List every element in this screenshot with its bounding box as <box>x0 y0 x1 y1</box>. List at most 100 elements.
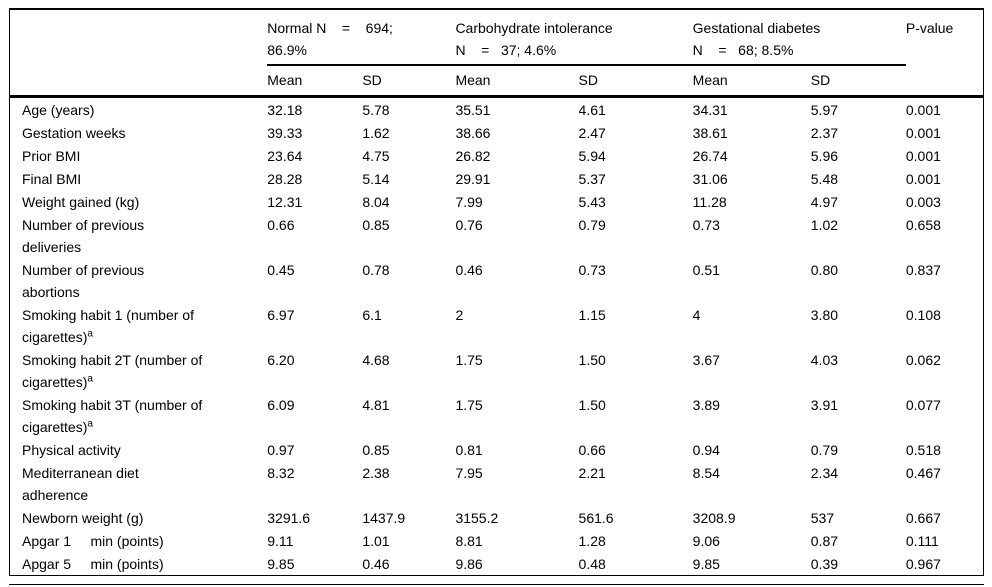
value-cell: 5.94 <box>578 148 606 164</box>
value-cell: 9.85 <box>692 556 720 572</box>
p-value-cell: 0.518 <box>905 442 941 458</box>
value-cell: 0.94 <box>692 442 720 458</box>
value-cell: 8.81 <box>455 533 483 549</box>
value-cell: 3155.2 <box>455 510 499 526</box>
value-cell: 31.06 <box>692 171 728 187</box>
value-cell: 4.61 <box>578 102 606 118</box>
value-cell: 38.61 <box>692 125 728 141</box>
group-header-row: Normal N = 694; 86.9% Carbohydrate intol… <box>10 10 983 98</box>
value-cell: 6.09 <box>267 397 295 413</box>
value-cell: 5.43 <box>578 194 606 210</box>
value-cell: 5.14 <box>362 171 390 187</box>
value-cell: 1.62 <box>362 125 390 141</box>
value-cell: 9.06 <box>692 533 720 549</box>
row-label: Mediterranean diet adherence <box>22 465 139 503</box>
p-value-cell: 0.658 <box>905 217 941 233</box>
value-cell: 4.97 <box>810 194 839 210</box>
table-row: Smoking habit 1 (number of cigarettes)a 6… <box>10 303 983 348</box>
value-cell: 32.18 <box>267 102 303 118</box>
table-row: Physical activity 0.97 0.85 0.81 0.66 0.94 0.7… <box>10 438 983 461</box>
table-row: Apgar 5 min (points) 9.85 0.46 9.86 0.48 9.85… <box>10 552 983 575</box>
p-value-cell: 0.001 <box>905 102 941 118</box>
value-cell: 9.11 <box>267 533 294 549</box>
table-row: Weight gained (kg) 12.31 8.04 7.99 5.43 11.28… <box>10 190 983 213</box>
value-cell: 5.96 <box>810 148 839 164</box>
row-label: Physical activity <box>22 442 121 458</box>
table-row: Final BMI 28.28 5.14 29.91 5.37 31.06 5.48 0.00… <box>10 167 983 190</box>
value-cell: 6.1 <box>362 307 382 323</box>
table-body: Age (years) 32.18 5.78 35.51 4.61 34.31 5.97 0.… <box>10 97 983 576</box>
row-label: Prior BMI <box>22 148 81 164</box>
row-label: Weight gained (kg) <box>22 194 140 210</box>
value-cell: 3291.6 <box>267 510 311 526</box>
value-cell: 34.31 <box>692 102 728 118</box>
value-cell: 0.79 <box>810 442 839 458</box>
p-value-cell: 0.003 <box>905 194 941 210</box>
value-cell: 3.89 <box>692 397 720 413</box>
value-cell: 0.39 <box>810 556 839 572</box>
value-cell: 3.80 <box>810 307 839 323</box>
value-cell: 4.75 <box>362 148 390 164</box>
value-cell: 4.68 <box>362 352 390 368</box>
row-label: Final BMI <box>22 171 82 187</box>
value-cell: 4.81 <box>362 397 390 413</box>
value-cell: 5.97 <box>810 102 839 118</box>
value-cell: 0.85 <box>362 442 390 458</box>
table-row: Apgar 1 min (points) 9.11 1.01 8.81 1.28 9.06… <box>10 529 983 552</box>
row-label: Number of previous deliveries <box>22 217 145 255</box>
table-row: Gestation weeks 39.33 1.62 38.66 2.47 38.61 2.… <box>10 121 983 144</box>
value-cell: 0.80 <box>810 262 839 278</box>
value-cell: 23.64 <box>267 148 303 164</box>
p-value-cell: 0.667 <box>905 510 941 526</box>
value-cell: 38.66 <box>455 125 491 141</box>
value-cell: 7.99 <box>455 194 483 210</box>
p-value-cell: 0.111 <box>905 533 939 549</box>
row-label: Apgar 1 min (points) <box>22 533 164 549</box>
value-cell: 1.01 <box>362 533 390 549</box>
value-cell: 5.78 <box>362 102 390 118</box>
table-row: Number of previous abortions 0.45 0.78 0.46… <box>10 258 983 303</box>
value-cell: 11.28 <box>692 194 727 210</box>
value-cell: 1.50 <box>578 397 606 413</box>
value-cell: 8.32 <box>267 465 295 481</box>
value-cell: 0.73 <box>692 217 720 233</box>
row-label: Apgar 5 min (points) <box>22 556 164 572</box>
subheader-sd-carbohydrate: SD <box>578 65 693 98</box>
subheader-mean-normal: Mean <box>267 65 363 98</box>
value-cell: 2.47 <box>578 125 606 141</box>
table-row: Mediterranean diet adherence 8.32 2.38 7.95… <box>10 461 983 506</box>
bottom-rule <box>9 584 984 585</box>
value-cell: 1.02 <box>810 217 839 233</box>
row-label: Smoking habit 3T (number of cigarettes)a <box>22 397 203 435</box>
group-header-carbohydrate-intolerance: Carbohydrate intolerance N = 37; 4.6% <box>455 10 693 66</box>
subheader-sd-normal: SD <box>362 65 456 98</box>
value-cell: 0.46 <box>362 556 390 572</box>
subheader-mean-carbohydrate: Mean <box>455 65 579 98</box>
value-cell: 1.75 <box>455 352 483 368</box>
value-cell: 6.97 <box>267 307 295 323</box>
value-cell: 1.28 <box>578 533 606 549</box>
value-cell: 1437.9 <box>362 510 406 526</box>
p-value-cell: 0.077 <box>905 397 941 413</box>
value-cell: 2.21 <box>578 465 606 481</box>
table-row: Smoking habit 3T (number of cigarettes)a… <box>10 393 983 438</box>
value-cell: 1.50 <box>578 352 606 368</box>
value-cell: 12.31 <box>267 194 303 210</box>
value-cell: 29.91 <box>455 171 491 187</box>
p-value-cell: 0.467 <box>905 465 941 481</box>
value-cell: 0.51 <box>692 262 720 278</box>
value-cell: 39.33 <box>267 125 303 141</box>
table-header: Normal N = 694; 86.9% Carbohydrate intol… <box>10 10 983 98</box>
footnote-marker: a <box>87 328 93 340</box>
p-value-cell: 0.108 <box>905 307 941 323</box>
value-cell: 3.91 <box>810 397 839 413</box>
stats-table: Normal N = 694; 86.9% Carbohydrate intol… <box>10 10 983 575</box>
table-row: Newborn weight (g) 3291.6 1437.9 3155.2 561.… <box>10 506 983 529</box>
value-cell: 2 <box>455 307 464 323</box>
value-cell: 5.48 <box>810 171 839 187</box>
value-cell: 9.86 <box>455 556 483 572</box>
table-row: Number of previous deliveries 0.66 0.85 0.7… <box>10 213 983 258</box>
value-cell: 0.66 <box>267 217 295 233</box>
value-cell: 2.37 <box>810 125 839 141</box>
